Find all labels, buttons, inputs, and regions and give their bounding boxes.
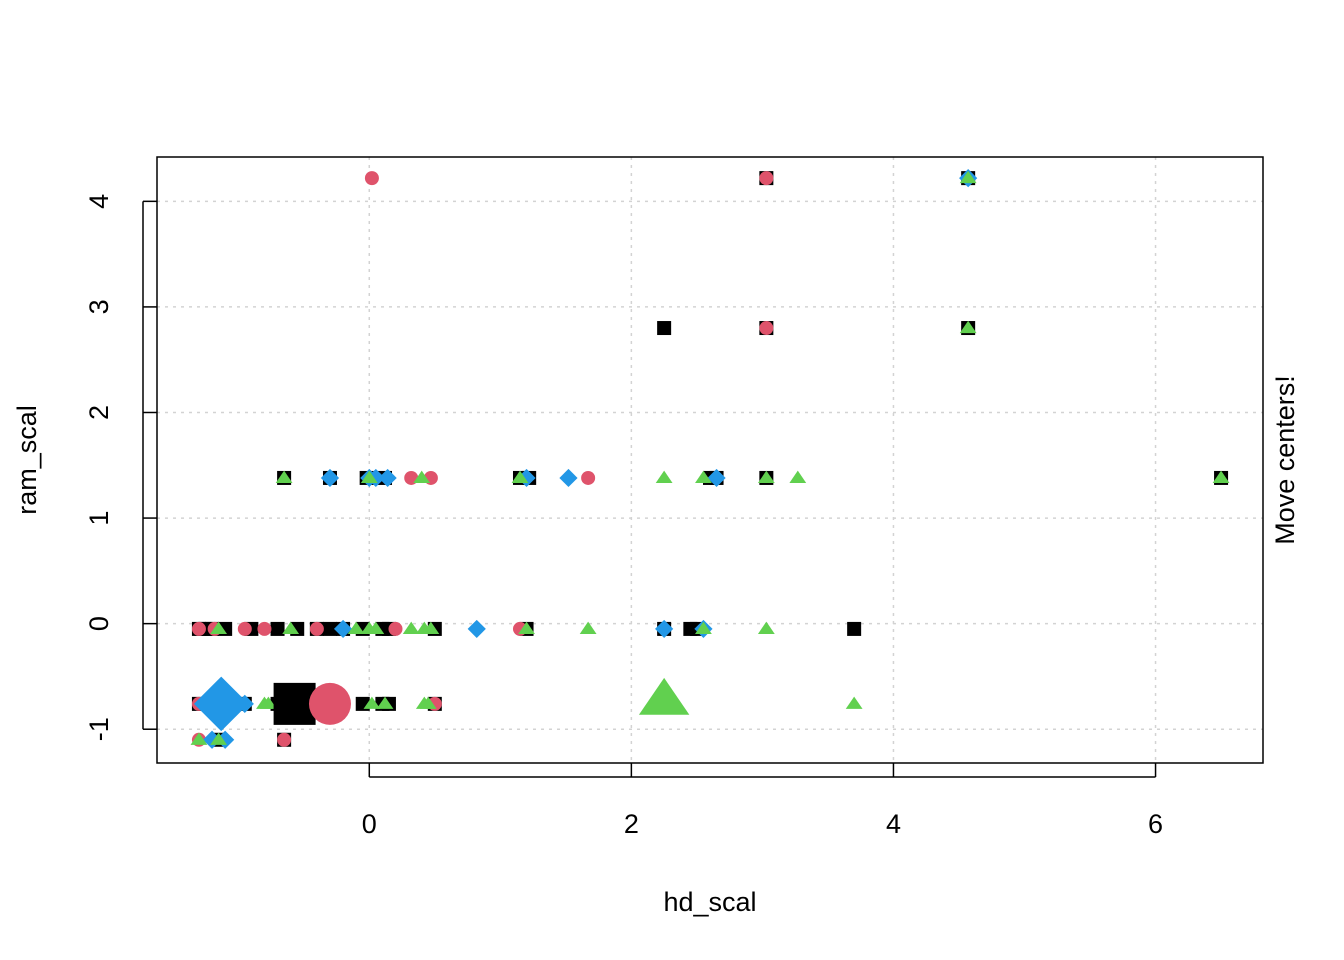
point-black-square: [322, 621, 337, 636]
point-green-triangle: [282, 621, 300, 634]
point-green-triangle: [655, 470, 673, 483]
point-red-circle: [257, 621, 272, 636]
center-black-square: [273, 682, 316, 725]
x-tick-label: 0: [362, 809, 377, 839]
point-green-triangle: [695, 470, 712, 483]
point-green-triangle: [210, 621, 227, 634]
point-blue-diamond: [216, 730, 235, 749]
point-green-triangle: [347, 621, 365, 634]
center-red-circle: [308, 682, 351, 725]
x-axis: 0 2 4 6: [362, 763, 1163, 839]
side-label: Move centers!: [1270, 375, 1300, 545]
point-green-triangle: [422, 621, 440, 634]
point-red-circle: [388, 621, 403, 636]
point-red-circle: [759, 171, 774, 186]
point-green-triangle: [376, 696, 394, 709]
center-blue-diamond: [193, 676, 249, 732]
grid-lines: [157, 157, 1263, 763]
point-blue-diamond: [333, 619, 353, 639]
point-blue-diamond: [202, 730, 222, 749]
point-green-triangle: [259, 696, 277, 709]
x-tick-label: 2: [624, 809, 639, 839]
point-black-square: [847, 621, 862, 636]
point-black-square: [270, 621, 285, 636]
point-blue-diamond: [655, 619, 674, 639]
point-green-triangle: [1212, 470, 1230, 483]
point-blue-diamond: [378, 468, 397, 488]
y-tick-label: 0: [84, 616, 114, 631]
x-tick-label: 4: [886, 809, 901, 839]
point-red-circle: [237, 621, 252, 636]
point-red-circle: [309, 621, 324, 636]
point-green-triangle: [363, 696, 381, 709]
center-green-triangle: [638, 677, 690, 715]
point-green-triangle: [959, 320, 977, 334]
point-green-triangle: [210, 732, 227, 745]
point-green-triangle: [845, 696, 863, 709]
point-red-circle: [759, 321, 774, 336]
y-tick-label: -1: [84, 717, 114, 741]
point-green-triangle: [402, 621, 420, 634]
point-red-circle: [277, 732, 292, 747]
cluster-centers: [193, 676, 690, 732]
point-green-triangle: [275, 470, 293, 483]
point-green-triangle: [360, 470, 378, 483]
point-green-triangle: [413, 470, 431, 483]
point-red-circle: [581, 470, 596, 485]
data-points: [190, 169, 1230, 749]
y-tick-label: 2: [84, 405, 114, 420]
point-red-circle: [364, 171, 379, 186]
y-tick-label: 4: [84, 194, 114, 209]
x-tick-label: 6: [1148, 809, 1163, 839]
point-blue-diamond: [559, 468, 578, 488]
plot-frame: [156, 156, 1264, 764]
point-green-triangle: [695, 621, 712, 634]
point-green-triangle: [757, 470, 775, 483]
point-black-square: [657, 321, 672, 336]
point-green-triangle: [367, 621, 385, 634]
point-blue-diamond: [707, 468, 726, 488]
point-green-triangle: [511, 470, 529, 483]
point-green-triangle: [419, 696, 437, 709]
point-green-triangle: [757, 621, 775, 634]
point-blue-diamond: [366, 468, 385, 488]
point-green-triangle: [190, 732, 208, 745]
y-tick-label: 1: [84, 511, 114, 526]
point-blue-diamond: [467, 619, 486, 639]
x-axis-title: hd_scal: [663, 887, 756, 917]
point-green-triangle: [579, 621, 597, 634]
y-tick-label: 3: [84, 299, 114, 314]
point-blue-diamond: [517, 468, 536, 488]
y-axis: -1 0 1 2 3 4: [84, 194, 157, 741]
point-green-triangle: [789, 470, 807, 483]
point-green-triangle: [959, 170, 977, 184]
y-axis-title: ram_scal: [12, 405, 42, 515]
point-blue-diamond: [320, 468, 340, 488]
point-red-circle: [191, 621, 206, 636]
point-green-triangle: [518, 621, 535, 634]
